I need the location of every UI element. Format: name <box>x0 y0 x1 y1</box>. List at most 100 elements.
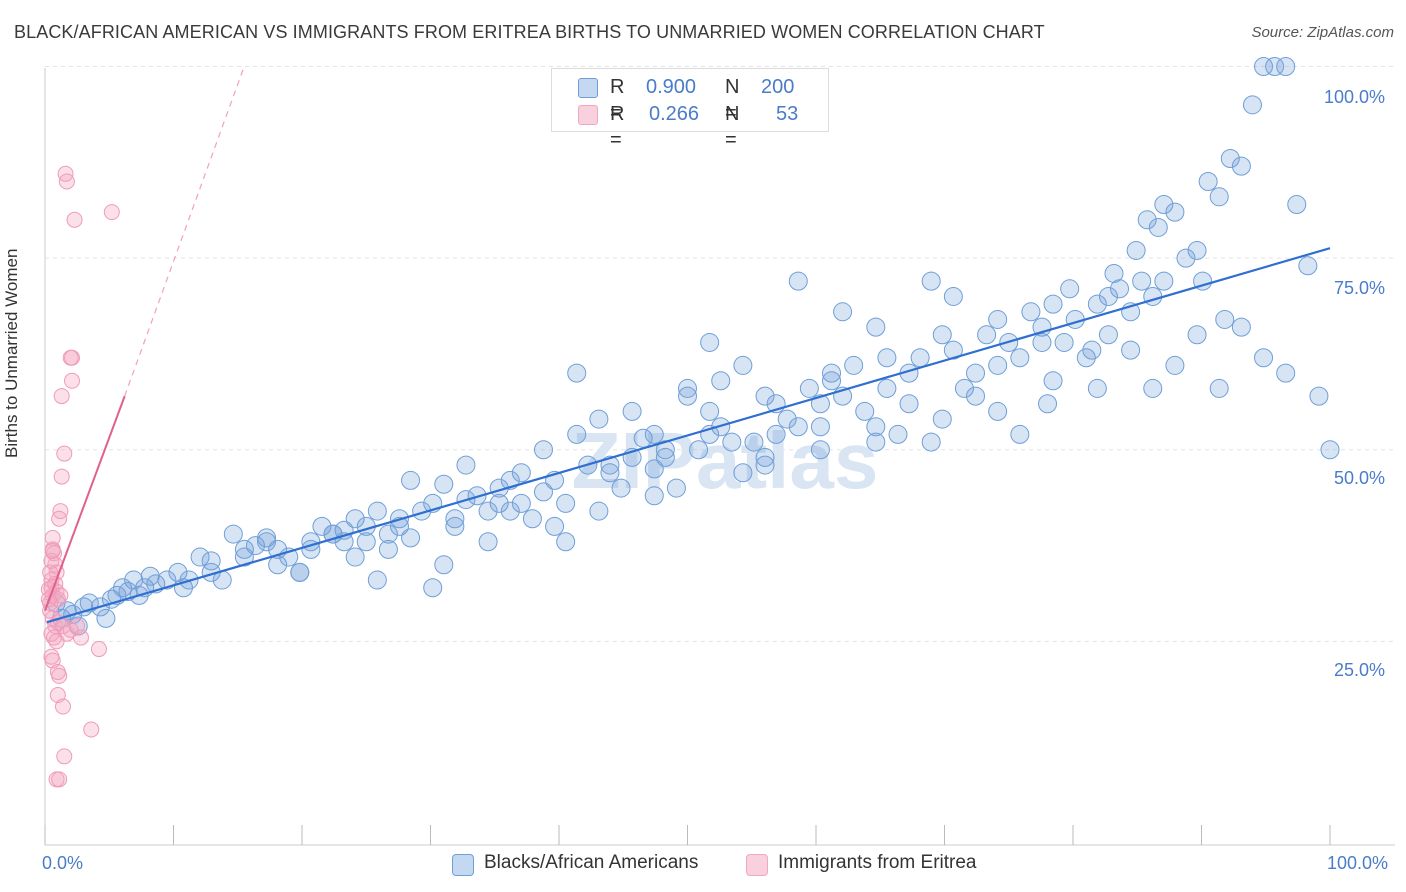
point-eritrea <box>44 542 61 559</box>
point-blacks <box>1276 57 1296 76</box>
point-blacks <box>810 417 830 437</box>
point-eritrea <box>51 510 68 527</box>
legend-swatch-pink <box>578 105 598 125</box>
point-blacks <box>1198 171 1218 191</box>
legend-r-label: R = <box>610 76 625 124</box>
point-blacks <box>877 348 897 368</box>
point-blacks <box>777 409 797 429</box>
point-blacks <box>877 378 897 398</box>
point-blacks <box>1043 294 1063 314</box>
point-blacks <box>113 578 133 598</box>
x-tick-label: 100.0% <box>1327 853 1389 873</box>
point-blacks <box>932 325 952 345</box>
point-blacks <box>866 317 886 337</box>
point-blacks <box>932 409 952 429</box>
point-blacks <box>489 493 509 513</box>
point-blacks <box>401 528 421 548</box>
point-blacks <box>1021 302 1041 322</box>
point-blacks <box>1298 256 1318 276</box>
watermark: ZIPatlas <box>572 416 879 505</box>
point-blacks <box>522 509 542 529</box>
point-blacks <box>1165 202 1185 222</box>
point-blacks <box>1087 378 1107 398</box>
point-blacks <box>866 417 886 437</box>
point-blacks <box>755 386 775 406</box>
point-blacks <box>1132 271 1152 291</box>
point-eritrea <box>54 698 71 715</box>
point-blacks <box>1231 317 1251 337</box>
point-blacks <box>290 562 310 582</box>
point-blacks <box>367 570 387 590</box>
point-blacks <box>1320 440 1340 460</box>
point-blacks <box>689 440 709 460</box>
y-tick-label: 50.0% <box>1334 468 1386 488</box>
chart-source: Source: ZipAtlas.com <box>1251 24 1394 41</box>
point-blacks <box>866 432 886 452</box>
point-blacks <box>1215 309 1235 329</box>
point-blacks <box>1098 325 1118 345</box>
point-blacks <box>157 570 177 590</box>
gridlines <box>45 66 1395 642</box>
point-eritrea <box>51 667 68 684</box>
point-blacks <box>1187 240 1207 260</box>
legend-r-value: 0.266 <box>649 103 700 125</box>
point-blacks <box>966 386 986 406</box>
point-blacks <box>600 463 620 483</box>
point-blacks <box>589 501 609 521</box>
y-tick-label: 100.0% <box>1324 87 1386 107</box>
point-blacks <box>822 363 842 383</box>
legend-label: Blacks/African Americans <box>484 852 699 873</box>
correlation-legend: R = 0.900 N = 200 R = 0.266 N = 53 <box>551 68 829 151</box>
trend-line-eritrea <box>44 395 126 612</box>
point-eritrea <box>72 629 89 646</box>
point-blacks <box>1110 279 1130 299</box>
point-blacks <box>589 409 609 429</box>
point-blacks <box>1231 156 1251 176</box>
point-blacks <box>96 608 116 628</box>
point-blacks <box>678 386 697 406</box>
point-blacks <box>678 378 697 398</box>
point-blacks <box>500 501 520 521</box>
point-blacks <box>1254 348 1274 368</box>
point-eritrea <box>103 204 120 221</box>
point-blacks <box>711 371 731 391</box>
point-blacks <box>511 463 531 483</box>
point-blacks <box>855 401 875 421</box>
point-blacks <box>257 532 277 552</box>
trend-line-eritrea-extension <box>124 66 245 397</box>
point-blacks <box>1209 378 1229 398</box>
point-eritrea <box>58 173 75 190</box>
legend-r-value: 0.900 <box>646 76 697 98</box>
point-blacks <box>401 470 421 490</box>
point-blacks <box>1121 340 1141 360</box>
y-tick-label: 75.0% <box>1334 278 1386 298</box>
point-eritrea <box>53 388 70 405</box>
y-tick-label: 25.0% <box>1334 660 1386 680</box>
point-blacks <box>367 501 387 521</box>
point-blacks <box>356 532 376 552</box>
point-blacks <box>822 371 842 391</box>
point-blacks <box>245 536 265 556</box>
point-blacks <box>644 486 664 506</box>
point-blacks <box>1287 194 1307 214</box>
point-blacks <box>810 394 830 414</box>
point-blacks <box>1276 363 1296 383</box>
point-blacks <box>655 447 675 467</box>
point-blacks <box>1209 187 1229 207</box>
point-blacks <box>234 539 254 559</box>
point-blacks <box>1165 355 1185 375</box>
point-blacks <box>722 432 742 452</box>
point-blacks <box>423 578 443 598</box>
legend-n-label: N = <box>725 103 740 151</box>
point-blacks <box>1087 294 1107 314</box>
point-blacks <box>899 394 919 414</box>
point-blacks <box>312 516 332 536</box>
axes <box>44 68 1395 846</box>
point-blacks <box>1032 332 1052 352</box>
point-blacks <box>1187 325 1207 345</box>
point-blacks <box>988 309 1008 329</box>
point-eritrea <box>66 211 83 228</box>
point-blacks <box>1265 57 1285 76</box>
point-blacks <box>833 302 853 322</box>
point-blacks <box>378 524 398 544</box>
